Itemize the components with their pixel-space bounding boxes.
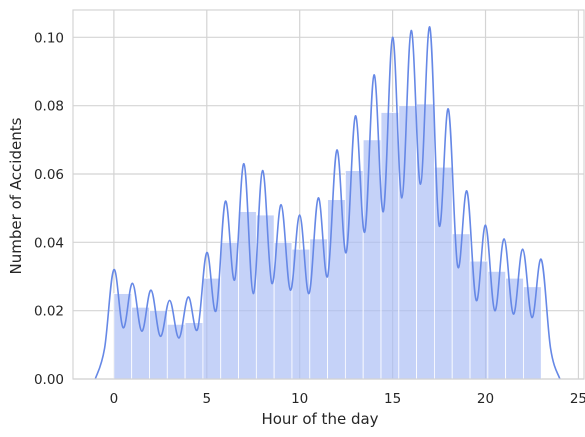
y-tick-label: 0.06 — [34, 167, 64, 183]
histogram-bar — [416, 103, 435, 380]
x-tick-label: 20 — [477, 391, 494, 407]
histogram-bar — [487, 270, 507, 380]
histogram-bar — [398, 105, 418, 380]
histogram-bar — [184, 322, 204, 380]
x-tick-labels: 0 5 10 15 20 25 — [110, 391, 585, 407]
histogram-bar — [380, 112, 400, 380]
y-axis-label: Number of Accidents — [7, 117, 25, 274]
x-tick-label: 25 — [570, 391, 585, 407]
histogram-bar — [273, 241, 293, 380]
y-tick-label: 0.02 — [34, 304, 64, 320]
histogram-bar — [113, 293, 133, 380]
kde-line — [94, 26, 561, 380]
y-tick-label: 0.04 — [34, 235, 64, 251]
histogram-bar — [344, 170, 364, 380]
x-tick-label: 15 — [384, 391, 401, 407]
histogram-bar — [238, 211, 257, 380]
plot-border — [72, 9, 585, 380]
x-tick-label: 0 — [110, 391, 119, 407]
plot-frame — [72, 9, 585, 380]
histogram-bars — [113, 103, 542, 380]
histogram-bar — [291, 248, 311, 380]
y-tick-labels: 0.00 0.02 0.04 0.06 0.08 0.10 — [34, 30, 64, 388]
histogram-bar — [523, 286, 542, 380]
histogram-bar — [131, 306, 150, 380]
x-tick-label: 10 — [291, 391, 308, 407]
y-tick-label: 0.00 — [34, 372, 64, 388]
x-tick-label: 5 — [202, 391, 211, 407]
x-axis-label: Hour of the day — [261, 410, 378, 428]
y-tick-label: 0.10 — [34, 30, 64, 46]
histogram-bar — [220, 241, 239, 380]
histogram-bar — [505, 277, 524, 380]
y-tick-label: 0.08 — [34, 99, 64, 115]
histogram-bar — [362, 139, 382, 380]
histogram-bar — [469, 260, 489, 380]
histogram-bar — [255, 214, 275, 380]
